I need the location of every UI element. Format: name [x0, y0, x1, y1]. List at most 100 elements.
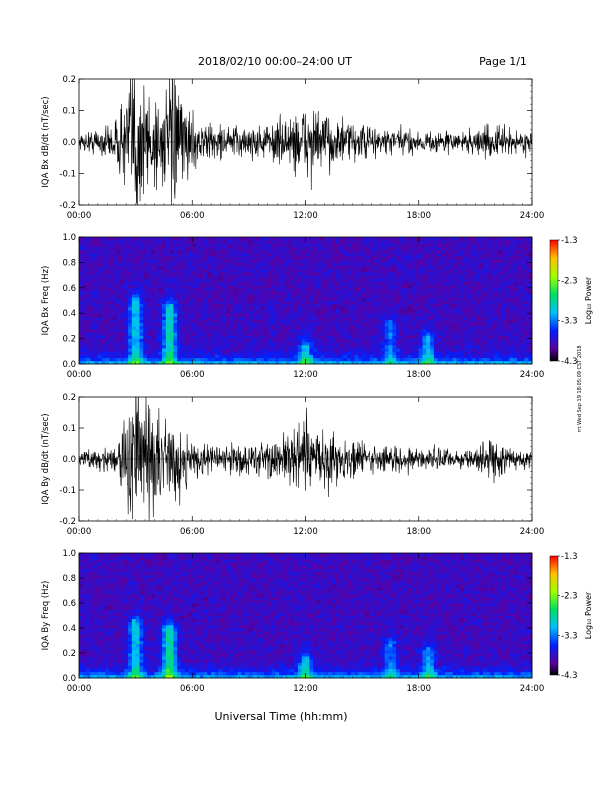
heat-cell — [422, 297, 427, 301]
heat-cell — [479, 268, 484, 273]
heat-cell — [199, 243, 204, 247]
heat-cell — [82, 325, 87, 330]
heat-cell — [347, 306, 352, 311]
heat-cell — [490, 275, 495, 279]
heat-cell — [328, 316, 333, 320]
heat-cell — [498, 262, 503, 266]
heat-cell — [316, 329, 321, 333]
heat-cell — [252, 249, 257, 254]
heat-cell — [350, 354, 355, 359]
heat-cell — [399, 278, 405, 282]
heat-cell — [199, 265, 204, 270]
heat-cell — [471, 351, 476, 355]
heat-cell — [437, 348, 442, 352]
heat-cell — [520, 335, 525, 339]
heat-cell — [520, 348, 525, 352]
heat-cell — [339, 313, 344, 317]
heat-cell — [365, 290, 371, 295]
heat-cell — [101, 281, 106, 286]
heat-cell — [324, 268, 329, 273]
heat-cell — [97, 275, 103, 279]
heat-cell — [109, 322, 114, 327]
heat-cell — [448, 338, 454, 343]
heat-cell — [188, 297, 193, 301]
heat-cell — [143, 237, 148, 241]
heat-cell — [109, 357, 114, 362]
heat-cell — [256, 338, 261, 343]
heat-cell — [445, 332, 450, 336]
heat-cell — [347, 259, 352, 263]
heat-cell — [407, 287, 412, 292]
heat-cell — [528, 357, 533, 362]
heat-cell — [350, 357, 355, 362]
heat-cell — [263, 265, 269, 270]
heat-cell — [331, 335, 337, 339]
heat-cell — [464, 332, 469, 336]
heat-cell — [203, 281, 208, 286]
heat-cell — [233, 297, 238, 301]
heat-cell — [158, 275, 163, 279]
heat-cell — [230, 329, 235, 333]
heat-cell — [165, 325, 170, 330]
heat-cell — [358, 344, 363, 349]
heat-cell — [150, 243, 155, 247]
heat-cell — [226, 360, 231, 365]
heat-cell — [309, 275, 314, 279]
heat-cell — [414, 262, 420, 266]
heat-cell — [354, 284, 359, 289]
heat-cell — [256, 287, 261, 292]
heat-cell — [109, 252, 114, 257]
heat-cell — [343, 332, 348, 336]
heat-cell — [437, 300, 442, 305]
heat-cell — [139, 313, 144, 317]
heat-cell — [112, 297, 118, 301]
heat-cell — [196, 310, 201, 314]
heat-cell — [377, 284, 382, 289]
heat-cell — [407, 322, 412, 327]
heat-cell — [505, 303, 510, 308]
heat-cell — [418, 341, 423, 346]
heat-cell — [309, 325, 314, 330]
heat-cell — [516, 322, 522, 327]
heat-cell — [150, 256, 155, 260]
heat-cell — [520, 344, 525, 349]
heat-cell — [498, 319, 503, 324]
heat-cell — [222, 325, 227, 330]
heat-cell — [316, 303, 321, 308]
heat-cell — [165, 332, 170, 336]
heat-cell — [456, 316, 461, 320]
heat-cell — [143, 284, 148, 289]
heat-cell — [139, 240, 144, 244]
heat-cell — [335, 319, 340, 324]
heat-cell — [237, 278, 242, 282]
heat-cell — [505, 249, 510, 254]
heat-cell — [154, 271, 159, 276]
heat-cell — [203, 354, 208, 359]
heat-cell — [241, 332, 246, 336]
heat-cell — [392, 256, 397, 260]
heat-cell — [501, 313, 506, 317]
heat-cell — [426, 325, 431, 330]
heat-cell — [452, 246, 457, 251]
heat-cell — [222, 335, 227, 339]
heat-cell — [214, 252, 220, 257]
heat-cell — [286, 268, 291, 273]
heat-cell — [150, 348, 155, 352]
heat-cell — [241, 243, 246, 247]
heat-cell — [211, 316, 216, 320]
heat-cell — [237, 316, 242, 320]
heat-cell — [286, 319, 291, 324]
heat-cell — [494, 357, 499, 362]
heat-cell — [192, 360, 197, 365]
heat-cell — [271, 265, 276, 270]
heat-cell — [252, 275, 257, 279]
heat-cell — [301, 271, 306, 276]
heat-cell — [173, 259, 178, 263]
heat-cell — [369, 275, 374, 279]
heat-cell — [101, 338, 106, 343]
heat-cell — [520, 271, 525, 276]
heat-cell — [154, 287, 159, 292]
heat-cell — [279, 357, 284, 362]
heat-cell — [520, 322, 525, 327]
heat-cell — [233, 338, 238, 343]
